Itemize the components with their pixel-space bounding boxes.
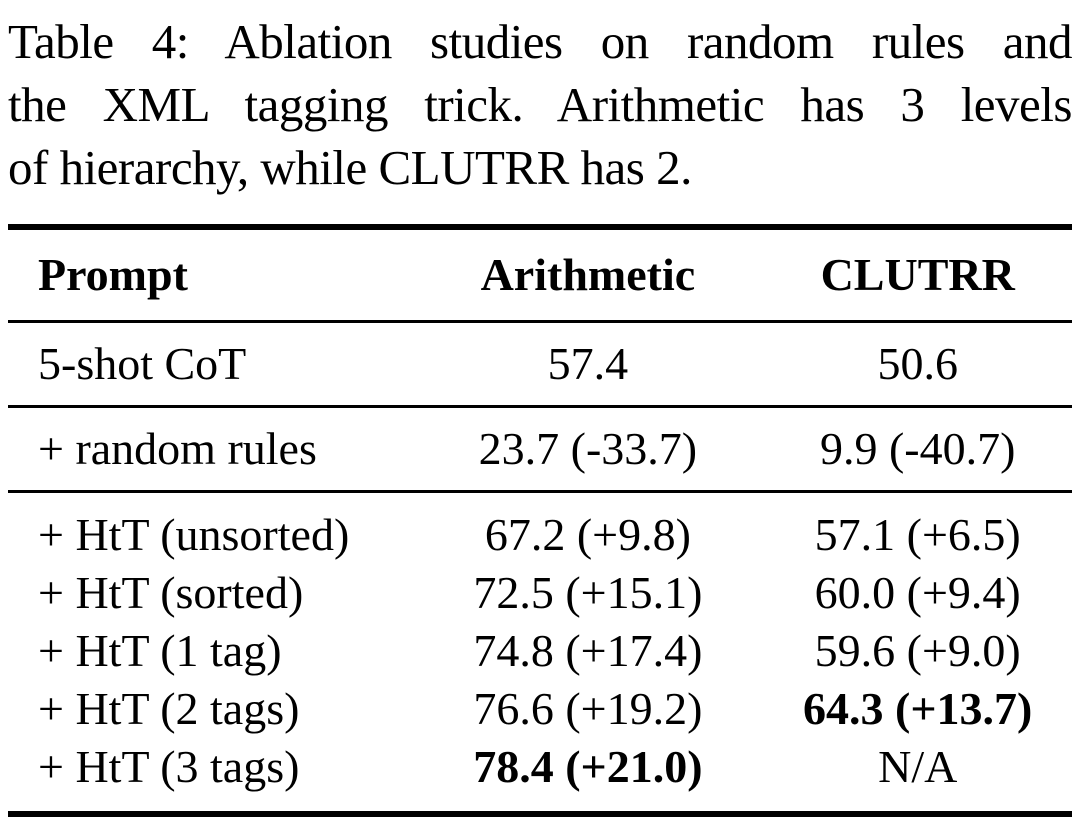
cell-arithmetic-best: 78.4 (+21.0) xyxy=(473,741,703,792)
table-header: Prompt Arithmetic CLUTRR xyxy=(8,227,1072,322)
table-row: + random rules 23.7 (-33.7) 9.9 (-40.7) xyxy=(8,407,1072,492)
header-row: Prompt Arithmetic CLUTRR xyxy=(8,227,1072,322)
cell-clutrr-best: 64.3 (+13.7) xyxy=(803,683,1033,734)
cell-arithmetic: 76.6 (+19.2) xyxy=(473,683,703,734)
cell-prompt: + HtT (3 tags) xyxy=(38,741,300,792)
caption-line-3: of hierarchy, while CLUTRR has 2. xyxy=(8,140,692,195)
cell-clutrr: N/A xyxy=(878,741,958,792)
cell-arithmetic: 57.4 xyxy=(547,338,629,389)
table-row: + HtT (unsorted) 67.2 (+9.8) 57.1 (+6.5) xyxy=(8,492,1072,565)
caption-line-2: the XML tagging trick. Arithmetic has 3 … xyxy=(8,77,1073,132)
cell-arithmetic: 74.8 (+17.4) xyxy=(473,625,703,676)
group-random-rules: + random rules 23.7 (-33.7) 9.9 (-40.7) xyxy=(8,407,1072,492)
cell-prompt: + random rules xyxy=(38,423,317,474)
cell-prompt: + HtT (unsorted) xyxy=(38,509,350,560)
cell-clutrr: 9.9 (-40.7) xyxy=(819,423,1016,474)
cell-clutrr: 60.0 (+9.4) xyxy=(814,567,1021,618)
cell-clutrr: 59.6 (+9.0) xyxy=(814,625,1021,676)
table-caption: Table 4: Ablation studies on random rule… xyxy=(8,10,1073,199)
group-baseline: 5-shot CoT 57.4 50.6 xyxy=(8,322,1072,407)
table-row: + HtT (2 tags) 76.6 (+19.2) 64.3 (+13.7) xyxy=(8,680,1072,738)
cell-prompt: 5-shot CoT xyxy=(38,338,247,389)
table-row: + HtT (sorted) 72.5 (+15.1) 60.0 (+9.4) xyxy=(8,564,1072,622)
cell-prompt: + HtT (sorted) xyxy=(38,567,304,618)
cell-clutrr: 57.1 (+6.5) xyxy=(814,509,1021,560)
ablation-table: Prompt Arithmetic CLUTRR 5-shot CoT 57.4… xyxy=(8,224,1072,817)
cell-clutrr: 50.6 xyxy=(877,338,958,389)
column-header-arithmetic: Arithmetic xyxy=(480,249,696,300)
cell-arithmetic: 67.2 (+9.8) xyxy=(484,509,691,560)
table-row: 5-shot CoT 57.4 50.6 xyxy=(8,322,1072,407)
group-htt: + HtT (unsorted) 67.2 (+9.8) 57.1 (+6.5)… xyxy=(8,492,1072,815)
caption-line-1: Table 4: Ablation studies on random rule… xyxy=(8,14,1073,69)
column-header-clutrr: CLUTRR xyxy=(820,249,1015,300)
cell-prompt: + HtT (2 tags) xyxy=(38,683,300,734)
table-row: + HtT (3 tags) 78.4 (+21.0) N/A xyxy=(8,738,1072,814)
cell-arithmetic: 72.5 (+15.1) xyxy=(473,567,703,618)
cell-prompt: + HtT (1 tag) xyxy=(38,625,282,676)
table-row: + HtT (1 tag) 74.8 (+17.4) 59.6 (+9.0) xyxy=(8,622,1072,680)
cell-arithmetic: 23.7 (-33.7) xyxy=(478,423,698,474)
column-header-prompt: Prompt xyxy=(38,249,188,300)
